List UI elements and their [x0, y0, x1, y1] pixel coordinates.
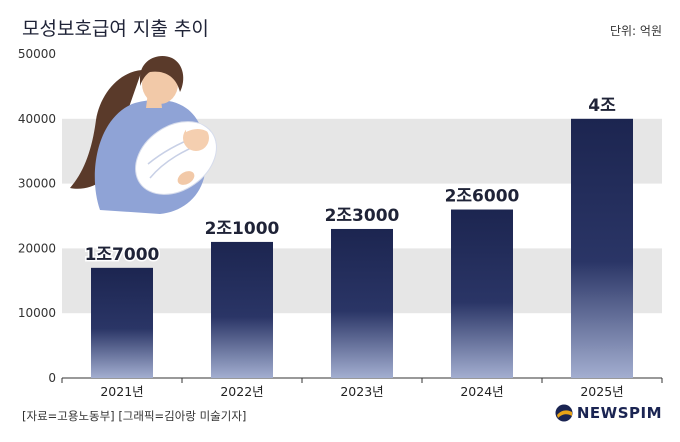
- bar-value-label: 2조1000: [205, 219, 280, 239]
- newspim-logo: NEWSPIM: [555, 404, 662, 422]
- bar-value-label: 4조: [588, 96, 616, 116]
- bar-2022년: [211, 241, 273, 378]
- bar-2021년: [91, 267, 153, 378]
- y-tick-label: 40000: [18, 112, 56, 126]
- x-tick-label: 2024년: [460, 384, 503, 399]
- y-tick-label: 20000: [18, 241, 56, 255]
- bar-2024년: [451, 209, 513, 378]
- unit-label: 단위: 억원: [609, 24, 662, 38]
- x-tick-label: 2023년: [340, 384, 383, 399]
- x-tick-label: 2021년: [100, 384, 143, 399]
- mother-holding-baby-illustration: [70, 56, 217, 214]
- source-note: [자료=고용노동부] [그래픽=김아랑 미술기자]: [22, 409, 247, 423]
- bar-value-label: 2조3000: [325, 206, 400, 226]
- y-tick-label: 0: [48, 371, 56, 385]
- bar-value-label: 2조6000: [445, 187, 520, 207]
- chart-title: 모성보호급여 지출 추이: [22, 18, 209, 40]
- bar-2023년: [331, 228, 393, 378]
- y-tick-label: 30000: [18, 177, 56, 191]
- bar-2025년: [571, 118, 633, 379]
- logo-text: NEWSPIM: [576, 404, 662, 422]
- y-tick-label: 50000: [18, 47, 56, 61]
- logo-mark-icon: [555, 404, 573, 422]
- x-tick-label: 2025년: [580, 384, 623, 399]
- x-tick-label: 2022년: [220, 384, 263, 399]
- y-tick-label: 10000: [18, 306, 56, 320]
- bar-value-label: 1조7000: [85, 245, 160, 265]
